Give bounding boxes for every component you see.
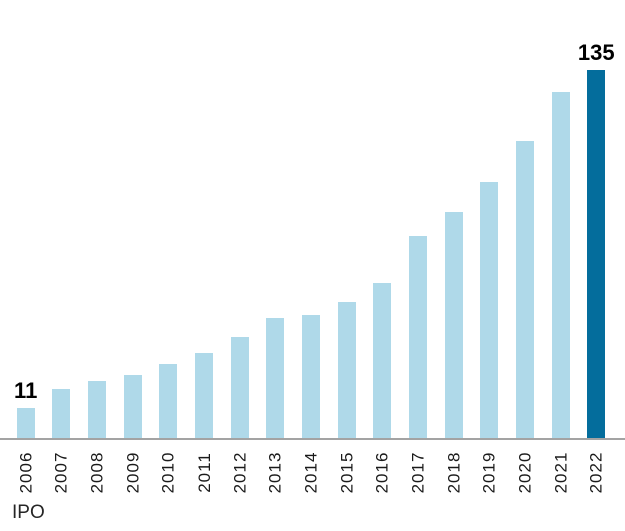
data-label-2006: 11	[14, 378, 38, 403]
bar-2007	[52, 389, 71, 438]
bar-2011	[195, 353, 213, 438]
bar-2017	[408, 236, 427, 438]
bar-2014	[301, 315, 320, 438]
x-axis-labels: 2006 2007 2008 2009 2010 2011 2012 2013 2014 2015…	[0, 442, 625, 502]
bar-2021	[551, 92, 570, 438]
plot-area: 11 135	[14, 42, 615, 438]
bar-2020	[515, 141, 534, 438]
data-label-2022: 135	[577, 40, 615, 65]
series-label: IPO	[12, 502, 45, 523]
x-tick-2022: 2022	[586, 451, 606, 493]
bar-2006: 11	[14, 380, 37, 438]
bar-2008	[88, 381, 107, 438]
bar-2018	[444, 212, 463, 438]
bar-2015	[337, 302, 356, 438]
bar-2016	[373, 283, 392, 438]
x-axis-line	[0, 438, 625, 440]
bar-2009	[123, 375, 142, 438]
bar-2013	[266, 318, 285, 438]
bar-2012	[230, 337, 249, 438]
bar-2019	[480, 182, 499, 438]
bar-2022: 135	[578, 42, 615, 438]
bar-2010	[159, 364, 178, 438]
